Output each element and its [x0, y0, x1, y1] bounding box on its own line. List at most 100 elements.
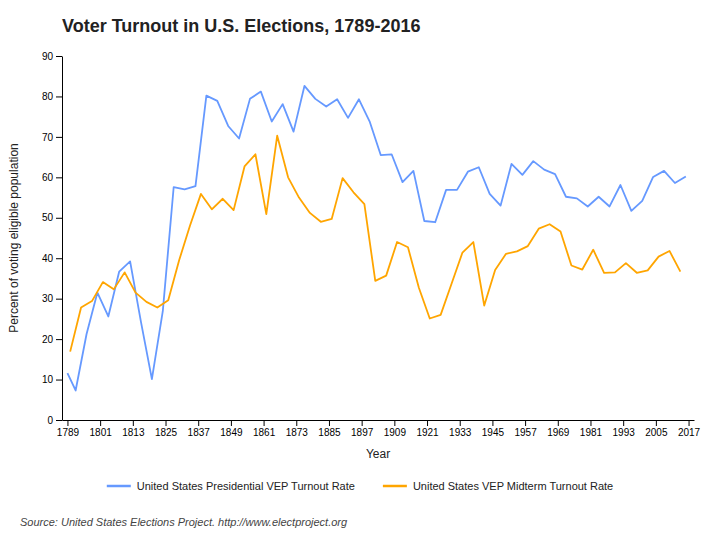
- tick-mark: [56, 380, 62, 381]
- x-tick: 1897: [351, 420, 374, 438]
- tick-label: 1969: [547, 427, 570, 438]
- tick-mark: [590, 420, 591, 426]
- x-tick: 1789: [57, 420, 80, 438]
- tick-label: 1957: [514, 427, 537, 438]
- tick-mark: [198, 420, 199, 426]
- tick-label: 1993: [613, 427, 636, 438]
- tick-label: 1909: [384, 427, 407, 438]
- tick-mark: [133, 420, 134, 426]
- tick-mark: [56, 258, 62, 259]
- tick-label: 70: [42, 132, 54, 143]
- x-tick: 1921: [416, 420, 439, 438]
- x-tick: 1993: [613, 420, 636, 438]
- x-tick: 2005: [645, 420, 668, 438]
- y-tick: 50: [42, 212, 62, 223]
- tick-mark: [56, 177, 62, 178]
- tick-label: 1801: [90, 427, 113, 438]
- tick-label: 90: [42, 51, 54, 62]
- tick-label: 1945: [482, 427, 505, 438]
- y-axis: 0 10 20 30 40 50 60 70 80 90: [42, 51, 63, 426]
- tick-mark: [56, 96, 62, 97]
- legend-swatch: [107, 485, 131, 488]
- x-tick: 1933: [449, 420, 472, 438]
- tick-label: 1981: [580, 427, 603, 438]
- tick-label: 1849: [220, 427, 243, 438]
- tick-label: 60: [42, 172, 54, 183]
- tick-label: 1861: [253, 427, 276, 438]
- x-tick: 2017: [678, 420, 701, 438]
- tick-mark: [460, 420, 461, 426]
- tick-mark: [558, 420, 559, 426]
- x-tick: 1825: [155, 420, 178, 438]
- tick-label: 0: [47, 415, 53, 426]
- y-tick: 20: [42, 334, 62, 345]
- annotation: Source: United States Elections Project.…: [20, 516, 348, 528]
- x-tick: 1945: [482, 420, 505, 438]
- tick-label: 40: [42, 253, 54, 264]
- y-tick: 80: [42, 91, 62, 102]
- tick-mark: [525, 420, 526, 426]
- tick-mark: [231, 420, 232, 426]
- x-tick: 1957: [514, 420, 537, 438]
- tick-label: 1873: [286, 427, 309, 438]
- tick-mark: [427, 420, 428, 426]
- y-tick: 40: [42, 253, 62, 264]
- tick-mark: [362, 420, 363, 426]
- tick-mark: [623, 420, 624, 426]
- y-tick: 10: [42, 374, 62, 385]
- tick-label: 1921: [416, 427, 439, 438]
- legend: United States Presidential VEP Turnout R…: [107, 480, 613, 492]
- tick-label: 1897: [351, 427, 374, 438]
- tick-mark: [492, 420, 493, 426]
- legend-item: United States VEP Midterm Turnout Rate: [383, 480, 613, 492]
- tick-mark: [296, 420, 297, 426]
- tick-label: 1837: [188, 427, 211, 438]
- x-tick: 1837: [188, 420, 211, 438]
- x-tick: 1909: [384, 420, 407, 438]
- x-tick: 1969: [547, 420, 570, 438]
- tick-mark: [329, 420, 330, 426]
- x-axis-line: [63, 420, 695, 421]
- tick-mark: [56, 420, 62, 421]
- x-axis: 1789 1801 1813 1825 1837 1849 1861 1873 1885 1897…: [57, 420, 701, 438]
- x-tick: 1981: [580, 420, 603, 438]
- chart: Voter Turnout in U.S. Elections, 1789-20…: [0, 0, 720, 540]
- tick-label: 1825: [155, 427, 178, 438]
- legend-item: United States Presidential VEP Turnout R…: [107, 480, 355, 492]
- y-tick: 60: [42, 172, 62, 183]
- tick-mark: [67, 420, 68, 426]
- x-tick: 1873: [286, 420, 309, 438]
- tick-label: 30: [42, 293, 54, 304]
- x-tick: 1861: [253, 420, 276, 438]
- tick-label: 1933: [449, 427, 472, 438]
- tick-mark: [56, 218, 62, 219]
- tick-mark: [56, 56, 62, 57]
- tick-mark: [689, 420, 690, 426]
- legend-swatch: [383, 485, 407, 488]
- x-tick: 1813: [122, 420, 145, 438]
- x-axis-title: Year: [366, 447, 390, 461]
- tick-mark: [56, 137, 62, 138]
- y-tick: 90: [42, 51, 62, 62]
- tick-label: 1813: [122, 427, 145, 438]
- title: Voter Turnout in U.S. Elections, 1789-20…: [62, 16, 420, 36]
- y-tick: 30: [42, 293, 62, 304]
- y-axis-title: Percent of voting eligible population: [7, 143, 21, 332]
- y-axis-line: [62, 57, 63, 421]
- plot-area: [67, 86, 685, 391]
- legend-label: United States Presidential VEP Turnout R…: [137, 480, 355, 492]
- tick-mark: [56, 299, 62, 300]
- legend-label: United States VEP Midterm Turnout Rate: [413, 480, 613, 492]
- x-tick: 1849: [220, 420, 243, 438]
- tick-mark: [56, 339, 62, 340]
- x-tick: 1801: [90, 420, 113, 438]
- tick-label: 50: [42, 212, 54, 223]
- tick-label: 2017: [678, 427, 701, 438]
- y-tick: 70: [42, 132, 62, 143]
- tick-mark: [100, 420, 101, 426]
- tick-mark: [264, 420, 265, 426]
- x-tick: 1885: [318, 420, 341, 438]
- tick-label: 80: [42, 91, 54, 102]
- y-tick: 0: [47, 415, 62, 426]
- tick-mark: [166, 420, 167, 426]
